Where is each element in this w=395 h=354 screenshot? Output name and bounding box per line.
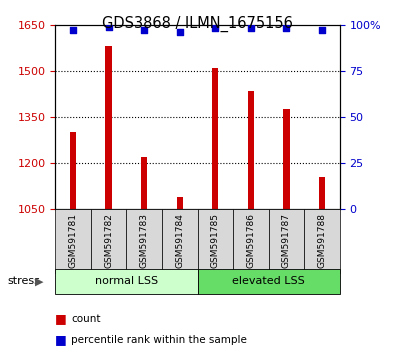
Bar bbox=[141, 157, 147, 209]
Bar bbox=[304, 209, 340, 273]
Point bbox=[177, 29, 183, 35]
Text: normal LSS: normal LSS bbox=[95, 276, 158, 286]
Point bbox=[70, 28, 76, 33]
Bar bbox=[162, 209, 198, 273]
Text: stress: stress bbox=[8, 276, 41, 286]
Bar bbox=[233, 209, 269, 273]
Bar bbox=[283, 109, 290, 209]
Text: percentile rank within the sample: percentile rank within the sample bbox=[71, 335, 247, 345]
Bar bbox=[269, 209, 304, 273]
Bar bbox=[248, 91, 254, 209]
Point bbox=[212, 25, 218, 31]
Bar bbox=[55, 209, 91, 273]
Text: ▶: ▶ bbox=[35, 276, 44, 286]
Text: count: count bbox=[71, 314, 101, 324]
Bar bbox=[212, 68, 218, 209]
Bar bbox=[70, 132, 76, 209]
Text: GSM591783: GSM591783 bbox=[140, 213, 149, 268]
Bar bbox=[177, 196, 183, 209]
Bar bbox=[91, 209, 126, 273]
Bar bbox=[198, 209, 233, 273]
Point bbox=[105, 24, 112, 29]
Bar bbox=[126, 209, 162, 273]
Bar bbox=[55, 269, 198, 294]
Text: GSM591781: GSM591781 bbox=[69, 213, 77, 268]
Point bbox=[141, 28, 147, 33]
Text: GSM591782: GSM591782 bbox=[104, 213, 113, 268]
Bar bbox=[105, 46, 112, 209]
Point bbox=[283, 25, 290, 31]
Bar bbox=[319, 177, 325, 209]
Point bbox=[248, 25, 254, 31]
Text: GDS3868 / ILMN_1675156: GDS3868 / ILMN_1675156 bbox=[102, 16, 293, 32]
Point bbox=[319, 28, 325, 33]
Text: elevated LSS: elevated LSS bbox=[232, 276, 305, 286]
Text: GSM591786: GSM591786 bbox=[246, 213, 255, 268]
Text: ■: ■ bbox=[55, 333, 67, 346]
Text: ■: ■ bbox=[55, 312, 67, 325]
Text: GSM591787: GSM591787 bbox=[282, 213, 291, 268]
Text: GSM591784: GSM591784 bbox=[175, 213, 184, 268]
Text: GSM591788: GSM591788 bbox=[318, 213, 326, 268]
Bar bbox=[198, 269, 340, 294]
Text: GSM591785: GSM591785 bbox=[211, 213, 220, 268]
